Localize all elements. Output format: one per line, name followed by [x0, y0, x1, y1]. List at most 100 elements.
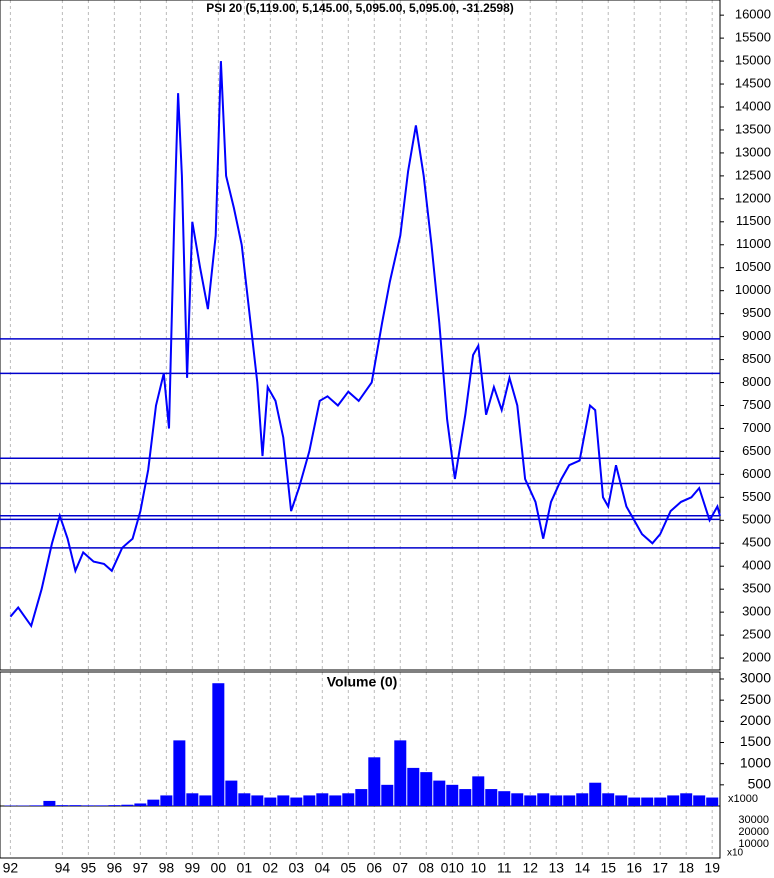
- x-tick-label: 13: [548, 860, 564, 876]
- y-tick-label: 1000: [740, 754, 771, 770]
- x-tick-label: 14: [574, 860, 590, 876]
- x-tick-label: 08: [418, 860, 434, 876]
- volume-bar: [108, 805, 121, 806]
- x-tick-label: 010: [441, 860, 465, 876]
- volume-bar: [303, 795, 316, 806]
- y-tick-label: 5500: [742, 489, 771, 504]
- y-tick-label: 11500: [736, 213, 771, 228]
- x-tick-label: 06: [367, 860, 383, 876]
- x-tick-label: 07: [392, 860, 408, 876]
- y-tick-label: 2500: [742, 627, 771, 642]
- x-tick-label: 94: [55, 860, 71, 876]
- y-tick-label: 3000: [742, 604, 771, 619]
- y-tick-label: 9000: [742, 328, 771, 343]
- x-tick-label: 95: [81, 860, 97, 876]
- x-tick-label: 96: [107, 860, 123, 876]
- y-tick-label: 2000: [740, 712, 771, 728]
- y-tick-label: 3500: [742, 581, 771, 596]
- volume-bar: [537, 793, 550, 806]
- volume-bar: [433, 780, 446, 806]
- volume-bar: [394, 740, 407, 806]
- volume-bar: [680, 793, 693, 806]
- volume-bar: [95, 805, 108, 806]
- volume-bar: [82, 805, 95, 806]
- y-tick-label: 1500: [740, 733, 771, 749]
- y-tick-label: 4000: [742, 558, 771, 573]
- lower-tick-label: 20000: [738, 826, 769, 838]
- y-tick-label: 6000: [742, 466, 771, 481]
- x-tick-label: 18: [678, 860, 694, 876]
- volume-bar: [121, 804, 134, 806]
- volume-panel: [0, 671, 721, 859]
- y-tick-label: 2000: [742, 649, 771, 664]
- unit-label: x1000: [728, 793, 758, 805]
- volume-bar: [160, 795, 173, 806]
- volume-bar: [472, 776, 485, 806]
- x-tick-label: 10: [470, 860, 486, 876]
- volume-bar: [290, 797, 303, 806]
- volume-bar: [576, 793, 589, 806]
- volume-bar: [316, 793, 329, 806]
- volume-bar: [485, 789, 498, 806]
- volume-bar: [693, 795, 706, 806]
- volume-bar: [550, 795, 563, 806]
- y-tick-label: 14000: [735, 98, 771, 113]
- volume-bar: [706, 797, 719, 806]
- x-tick-label: 03: [289, 860, 305, 876]
- y-tick-label: 4500: [742, 535, 771, 550]
- y-tick-label: 10500: [735, 259, 771, 274]
- x-tick-label: 05: [341, 860, 357, 876]
- volume-bar: [602, 793, 615, 806]
- plot-layer: 92 94 95 96 97 98 99 00 01 02 03 04 05 06 07 08 010 10 11 1…: [0, 7, 771, 876]
- x-tick-label: 01: [237, 860, 253, 876]
- volume-bar: [43, 800, 56, 806]
- x-tick-label: 99: [185, 860, 201, 876]
- y-tick-label: 8500: [742, 351, 771, 366]
- volume-bar: [277, 795, 290, 806]
- volume-bar: [173, 740, 186, 806]
- y-tick-label: 9500: [742, 305, 771, 320]
- y-tick-label: 10000: [735, 282, 771, 297]
- volume-bar: [264, 797, 277, 806]
- x-tick-label: 12: [522, 860, 538, 876]
- volume-bar: [498, 791, 511, 806]
- x-tick-label: 16: [626, 860, 642, 876]
- y-tick-label: 12000: [735, 190, 771, 205]
- x-tick-label: 00: [211, 860, 227, 876]
- chart-title: PSI 20 (5,119.00, 5,145.00, 5,095.00, 5,…: [206, 1, 514, 15]
- x-tick-label: 98: [159, 860, 175, 876]
- volume-bar: [147, 799, 160, 806]
- volume-bar: [524, 795, 537, 806]
- volume-bar: [654, 797, 667, 806]
- volume-bar: [407, 767, 420, 806]
- x-tick-label: 97: [133, 860, 149, 876]
- volume-bar: [641, 797, 654, 806]
- y-tick-label: 12500: [735, 167, 771, 182]
- volume-bar: [667, 795, 680, 806]
- x-tick-label: 02: [263, 860, 279, 876]
- x-tick-label: 17: [652, 860, 668, 876]
- unit-label: x10: [727, 848, 744, 859]
- y-tick-label: 5000: [742, 512, 771, 527]
- y-tick-label: 15000: [735, 53, 771, 68]
- volume-bar: [329, 795, 342, 806]
- x-tick-label: 11: [497, 860, 512, 876]
- x-tick-label: 04: [315, 860, 331, 876]
- volume-bar: [368, 757, 381, 806]
- volume-bar: [186, 793, 199, 806]
- x-tick-label: 19: [704, 860, 720, 876]
- x-tick-label: 15: [600, 860, 616, 876]
- x-tick-label: 92: [3, 860, 19, 876]
- volume-title: Volume (0): [327, 674, 398, 690]
- volume-bar: [628, 797, 641, 806]
- y-tick-label: 500: [748, 776, 772, 792]
- y-tick-label: 7000: [742, 420, 771, 435]
- volume-bar: [56, 805, 69, 806]
- y-tick-label: 11000: [736, 236, 771, 251]
- volume-bar: [30, 805, 43, 806]
- y-tick-label: 13000: [735, 144, 771, 159]
- y-tick-label: 8000: [742, 374, 771, 389]
- volume-bar: [446, 784, 459, 806]
- volume-bar: [615, 795, 628, 806]
